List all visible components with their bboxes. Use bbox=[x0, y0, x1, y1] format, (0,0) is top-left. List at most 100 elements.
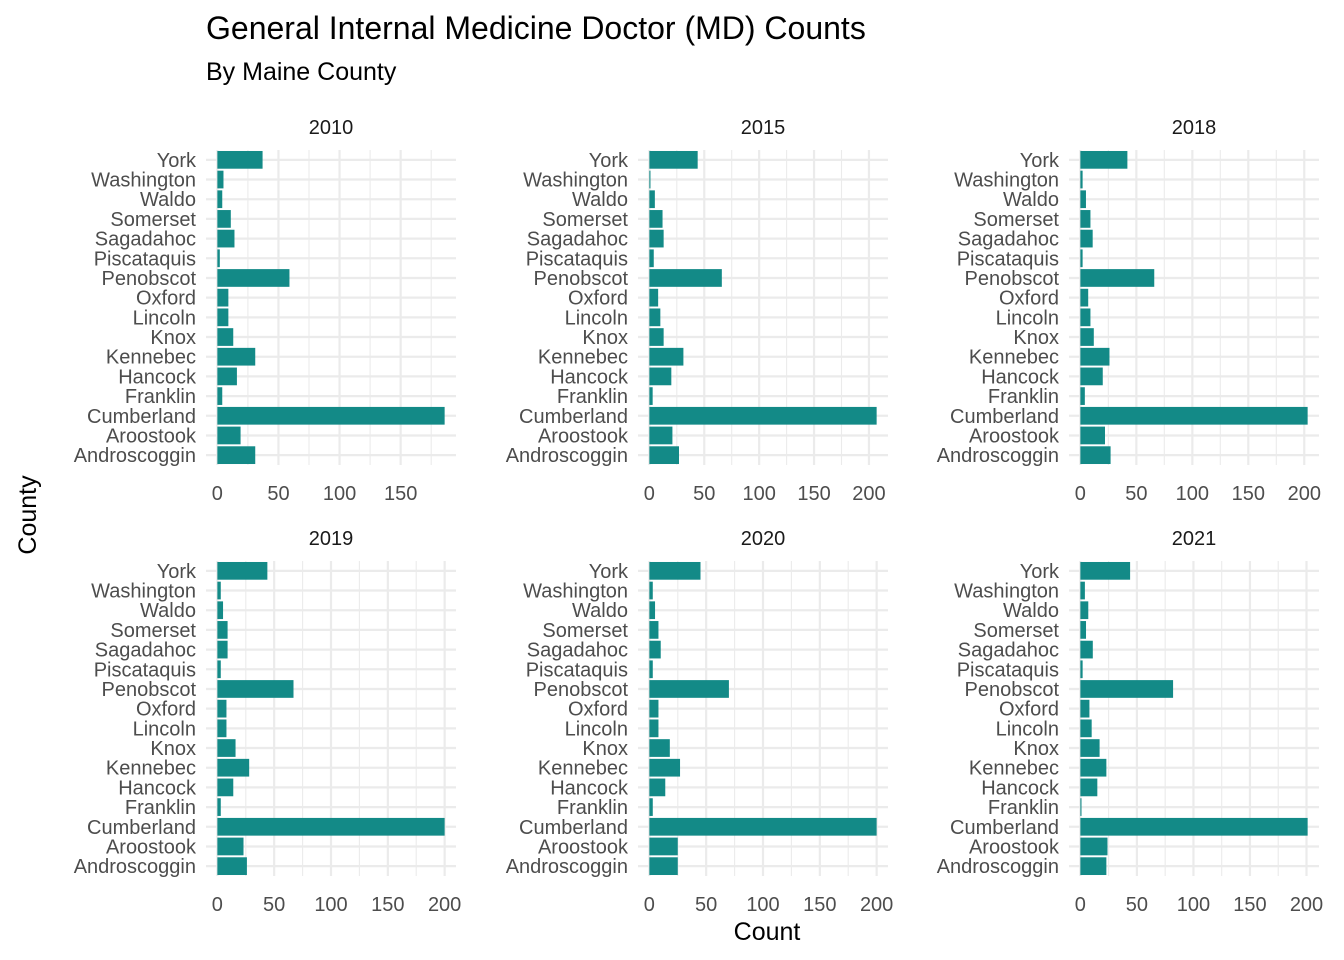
y-tick-label: Knox bbox=[582, 327, 628, 349]
bar-2021-penobscot bbox=[1080, 680, 1174, 698]
bar-2019-franklin bbox=[217, 798, 221, 816]
y-tick-label: Hancock bbox=[550, 366, 629, 388]
bar-2018-franklin bbox=[1080, 387, 1085, 405]
y-tick-label: Waldo bbox=[572, 600, 628, 622]
bar-2015-aroostook bbox=[649, 426, 673, 445]
y-tick-label: Lincoln bbox=[565, 307, 628, 329]
chart-title: General Internal Medicine Doctor (MD) Co… bbox=[206, 10, 866, 46]
bar-2021-lincoln bbox=[1080, 719, 1092, 738]
bar-2019-penobscot bbox=[217, 680, 294, 698]
y-tick-label: Washington bbox=[954, 581, 1059, 603]
x-tick-label: 0 bbox=[644, 894, 655, 916]
y-tick-label: Washington bbox=[523, 581, 628, 603]
y-tick-label: Sagadahoc bbox=[95, 229, 196, 251]
bar-2020-kennebec bbox=[649, 758, 681, 777]
y-tick-label: Androscoggin bbox=[506, 856, 628, 878]
bar-2021-hancock bbox=[1080, 778, 1098, 797]
bar-2021-knox bbox=[1080, 739, 1100, 757]
bar-2010-lincoln bbox=[217, 308, 229, 327]
y-tick-label: Kennebec bbox=[106, 758, 196, 780]
bar-2019-piscataquis bbox=[217, 660, 221, 679]
y-tick-label: Waldo bbox=[1003, 189, 1059, 211]
x-tick-label: 200 bbox=[852, 483, 885, 505]
bar-2019-aroostook bbox=[217, 837, 244, 856]
y-tick-label: Androscoggin bbox=[506, 445, 628, 467]
x-tick-label: 0 bbox=[644, 483, 655, 505]
bar-2015-piscataquis bbox=[649, 249, 654, 268]
bar-2021-franklin bbox=[1080, 798, 1082, 816]
bar-2010-york bbox=[217, 150, 263, 169]
bar-2010-piscataquis bbox=[217, 249, 220, 268]
x-tick-label: 150 bbox=[1233, 894, 1266, 916]
bar-2010-oxford bbox=[217, 288, 229, 307]
x-tick-label: 100 bbox=[1176, 483, 1209, 505]
y-tick-label: Somerset bbox=[973, 209, 1059, 231]
y-tick-label: Sagadahoc bbox=[527, 229, 628, 251]
x-tick-label: 150 bbox=[371, 894, 404, 916]
y-tick-label: Franklin bbox=[125, 797, 196, 819]
bar-2020-knox bbox=[649, 739, 670, 757]
bar-2021-cumberland bbox=[1080, 817, 1308, 836]
bar-2010-hancock bbox=[217, 367, 237, 386]
facet-label-2018: 2018 bbox=[1172, 117, 1217, 139]
y-tick-label: Knox bbox=[1013, 327, 1059, 349]
y-tick-label: Oxford bbox=[568, 699, 628, 721]
y-tick-label: Hancock bbox=[118, 777, 197, 799]
y-tick-label: Hancock bbox=[981, 777, 1060, 799]
facet-label-2010: 2010 bbox=[309, 117, 354, 139]
y-tick-label: Hancock bbox=[550, 777, 629, 799]
x-tick-label: 100 bbox=[742, 483, 775, 505]
y-tick-label: Cumberland bbox=[950, 817, 1059, 839]
y-tick-label: Somerset bbox=[542, 620, 628, 642]
bar-2018-waldo bbox=[1080, 190, 1086, 209]
bar-2019-york bbox=[217, 561, 268, 580]
y-tick-label: Lincoln bbox=[133, 718, 196, 740]
bar-2018-york bbox=[1080, 150, 1128, 169]
x-axis-label: Count bbox=[734, 918, 801, 946]
y-tick-label: Waldo bbox=[140, 600, 196, 622]
y-tick-label: Androscoggin bbox=[937, 856, 1059, 878]
y-tick-label: Franklin bbox=[557, 797, 628, 819]
bar-2010-aroostook bbox=[217, 426, 241, 445]
y-tick-label: Hancock bbox=[981, 366, 1060, 388]
bar-2018-knox bbox=[1080, 328, 1094, 346]
y-tick-label: York bbox=[589, 150, 629, 172]
y-tick-label: York bbox=[157, 561, 197, 583]
y-tick-label: Penobscot bbox=[964, 679, 1059, 701]
y-tick-label: Oxford bbox=[999, 699, 1059, 721]
bar-2020-androscoggin bbox=[649, 857, 678, 876]
bar-2018-piscataquis bbox=[1080, 249, 1083, 268]
y-axis-label: County bbox=[14, 475, 42, 555]
bar-2015-cumberland bbox=[649, 406, 877, 425]
y-tick-label: Sagadahoc bbox=[95, 640, 196, 662]
y-tick-label: Waldo bbox=[1003, 600, 1059, 622]
bar-2019-washington bbox=[217, 581, 221, 600]
bar-2019-kennebec bbox=[217, 758, 250, 777]
bar-2015-knox bbox=[649, 328, 664, 346]
y-tick-label: Androscoggin bbox=[937, 445, 1059, 467]
y-tick-label: Somerset bbox=[110, 209, 196, 231]
bar-2010-knox bbox=[217, 328, 234, 346]
bar-2020-somerset bbox=[649, 621, 659, 639]
bar-2020-cumberland bbox=[649, 817, 877, 836]
bar-2021-somerset bbox=[1080, 621, 1087, 639]
bar-2019-lincoln bbox=[217, 719, 227, 738]
y-tick-label: Franklin bbox=[988, 797, 1059, 819]
y-tick-label: Kennebec bbox=[538, 758, 628, 780]
y-tick-label: Kennebec bbox=[106, 347, 196, 369]
chart-subtitle: By Maine County bbox=[206, 58, 397, 86]
bar-2010-waldo bbox=[217, 190, 223, 209]
y-tick-label: Piscataquis bbox=[94, 659, 196, 681]
bar-2020-lincoln bbox=[649, 719, 659, 738]
bar-2019-waldo bbox=[217, 601, 224, 620]
y-tick-label: Somerset bbox=[973, 620, 1059, 642]
x-tick-label: 200 bbox=[428, 894, 461, 916]
x-tick-label: 100 bbox=[323, 483, 356, 505]
y-tick-label: Lincoln bbox=[996, 307, 1059, 329]
y-tick-label: Cumberland bbox=[519, 406, 628, 428]
y-tick-label: Knox bbox=[150, 327, 196, 349]
y-tick-label: Knox bbox=[150, 738, 196, 760]
x-tick-label: 50 bbox=[695, 894, 717, 916]
bar-2021-oxford bbox=[1080, 699, 1090, 718]
